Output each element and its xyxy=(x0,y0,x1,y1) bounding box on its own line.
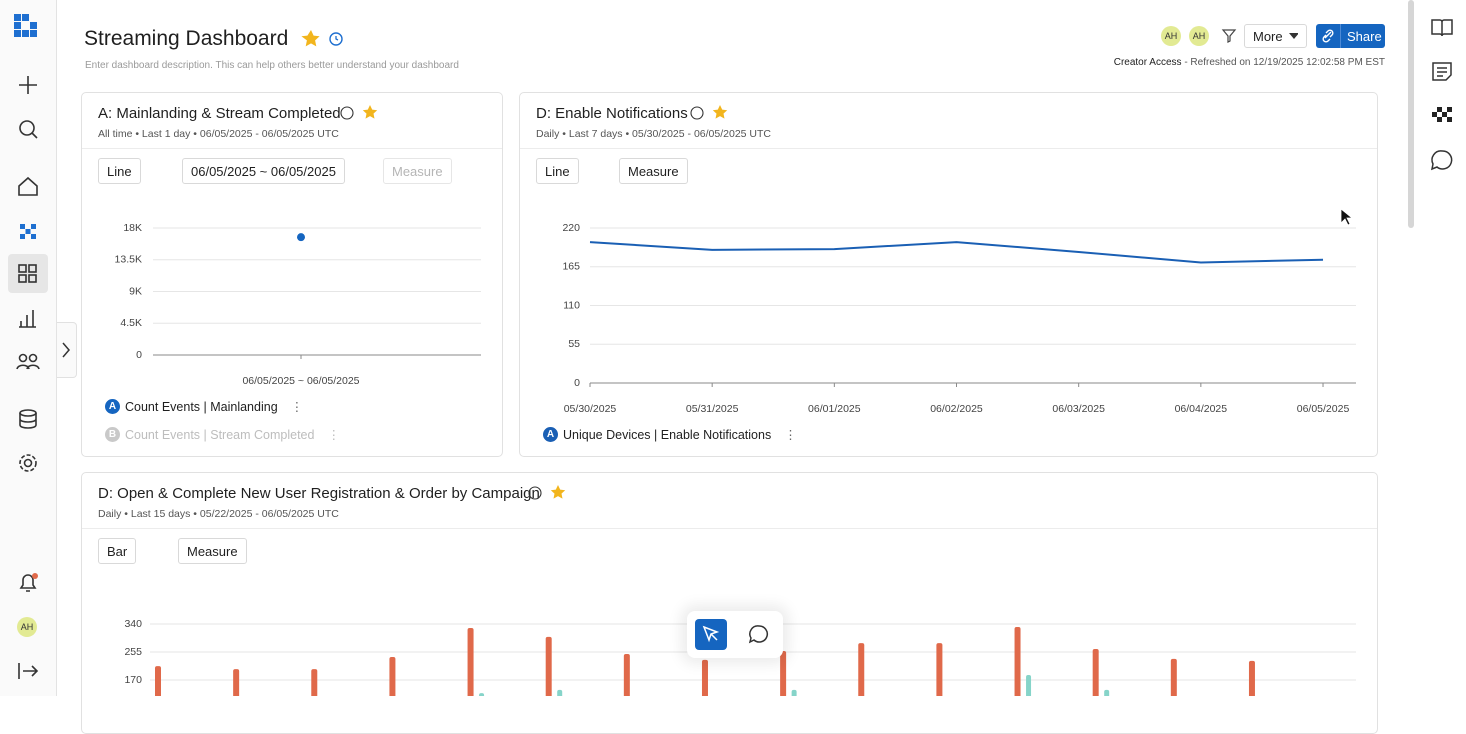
legend-item[interactable]: B Count Events | Stream Completed ⋮ xyxy=(105,427,340,442)
user-avatar[interactable]: AH xyxy=(17,617,37,637)
chart-card: D: Enable Notifications Daily • Last 7 d… xyxy=(519,92,1378,457)
divider xyxy=(520,148,1377,149)
notes-icon[interactable] xyxy=(1432,62,1452,81)
data-icon[interactable] xyxy=(19,409,37,417)
right-sidebar xyxy=(1418,0,1466,696)
card-meta: Daily • Last 7 days • 05/30/2025 - 06/05… xyxy=(536,128,771,140)
guide-icon[interactable] xyxy=(1431,19,1453,37)
series-name: Count Events | Mainlanding xyxy=(125,399,278,414)
access-level: Creator Access xyxy=(1113,57,1182,68)
button-label: Measure xyxy=(392,163,443,179)
logo xyxy=(14,14,37,37)
chart-card: D: Open & Complete New User Registration… xyxy=(81,472,1378,734)
button-label: 06/05/2025 ~ 06/05/2025 xyxy=(191,163,336,179)
chart-card: A: Mainlanding & Stream Completed All ti… xyxy=(81,92,503,457)
expand-tab[interactable] xyxy=(57,322,77,378)
scrollbar[interactable] xyxy=(1408,0,1414,228)
series-name: Unique Devices | Enable Notifications xyxy=(563,427,772,442)
dashboards-icon[interactable] xyxy=(18,264,27,273)
chart-type-button[interactable]: Line xyxy=(98,158,141,184)
viewer-avatar[interactable]: AH xyxy=(1161,26,1181,46)
notifications-icon[interactable] xyxy=(19,574,37,592)
sidebar-icons xyxy=(8,14,48,679)
left-sidebar: AH xyxy=(0,0,57,696)
timer-icon[interactable] xyxy=(329,32,343,46)
card-meta: All time • Last 1 day • 06/05/2025 - 06/… xyxy=(98,128,339,140)
settings-icon[interactable] xyxy=(23,458,33,468)
collapse-icon[interactable] xyxy=(18,663,39,679)
more-button[interactable]: More xyxy=(1244,24,1307,48)
pointer-icon xyxy=(702,625,720,643)
dashboard-title: Streaming Dashboard xyxy=(84,27,289,50)
share-label: Share xyxy=(1347,28,1382,44)
card-title: D: Enable Notifications xyxy=(536,105,688,122)
search-icon[interactable] xyxy=(19,120,35,136)
divider xyxy=(82,148,502,149)
viewer-avatar[interactable]: AH xyxy=(1189,26,1209,46)
series-name: Count Events | Stream Completed xyxy=(125,427,315,442)
home-icon[interactable] xyxy=(18,176,38,196)
button-label: Measure xyxy=(628,163,679,179)
card-title: A: Mainlanding & Stream Completed xyxy=(98,105,341,122)
card-title: D: Open & Complete New User Registration… xyxy=(98,485,540,502)
access-info: Creator Access - Refreshed on 12/19/2025… xyxy=(1114,57,1385,68)
series-badge: A xyxy=(105,399,120,414)
users-icon[interactable] xyxy=(18,353,28,363)
date-range-button[interactable]: 06/05/2025 ~ 06/05/2025 xyxy=(182,158,345,184)
expand-icon xyxy=(62,342,70,358)
apps-icon[interactable] xyxy=(1432,107,1452,122)
series-badge: B xyxy=(105,427,120,442)
select-tool[interactable] xyxy=(695,619,727,650)
button-label: Bar xyxy=(107,543,128,559)
button-label: Line xyxy=(545,163,570,179)
series-badge: A xyxy=(543,427,558,442)
measure-button: Measure xyxy=(383,158,452,184)
refresh-time: - Refreshed on 12/19/2025 12:02:58 PM ES… xyxy=(1184,57,1385,68)
favorite-star[interactable] xyxy=(301,30,320,47)
chart-type-button[interactable]: Line xyxy=(536,158,579,184)
legend-item[interactable]: A Unique Devices | Enable Notifications ⋮ xyxy=(543,427,797,442)
measure-button[interactable]: Measure xyxy=(619,158,688,184)
dashboard-description[interactable]: Enter dashboard description. This can he… xyxy=(85,60,459,71)
filter-icon[interactable] xyxy=(1221,28,1237,44)
chart-type-button[interactable]: Bar xyxy=(98,538,137,564)
more-label: More xyxy=(1253,28,1283,44)
share-button[interactable]: Share xyxy=(1316,24,1385,48)
caret xyxy=(1288,33,1298,39)
link-icon[interactable] xyxy=(1316,24,1341,48)
card-meta: Daily • Last 15 days • 05/22/2025 - 06/0… xyxy=(98,508,339,520)
reports-icon[interactable] xyxy=(19,310,36,328)
add-icon[interactable] xyxy=(19,76,37,94)
measure-button[interactable]: Measure xyxy=(178,538,247,564)
button-label: Measure xyxy=(187,543,238,559)
legend-item[interactable]: A Count Events | Mainlanding ⋮ xyxy=(105,399,303,414)
button-label: Line xyxy=(107,163,132,179)
floating-toolbar xyxy=(687,611,783,658)
divider xyxy=(82,528,1377,529)
title-icons xyxy=(301,30,343,47)
comment-tool[interactable] xyxy=(747,624,771,646)
comments-icon[interactable] xyxy=(1430,150,1453,171)
right-icons xyxy=(1430,19,1453,171)
